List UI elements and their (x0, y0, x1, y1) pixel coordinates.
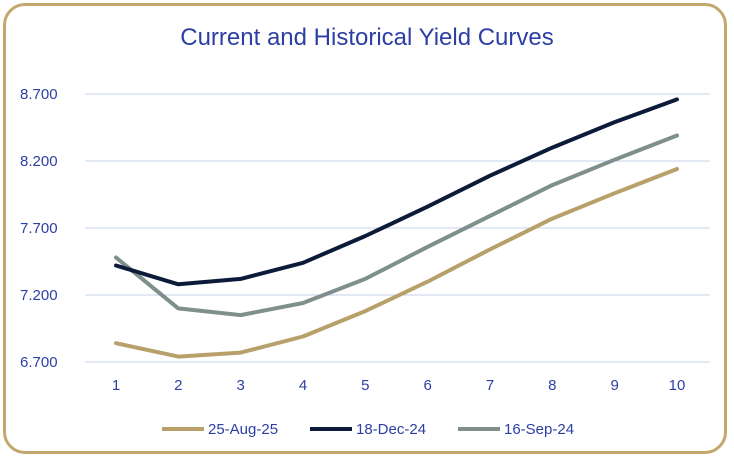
y-tick-label: 8.200 (20, 153, 58, 170)
x-tick-label: 9 (610, 377, 618, 394)
series-line-25-Aug-25 (114, 167, 679, 359)
x-tick-label: 1 (112, 377, 120, 394)
legend-label: 25-Aug-25 (208, 421, 278, 438)
y-axis-ticks: 6.700 7.200 7.700 8.200 8.700 (20, 86, 58, 371)
legend: 25-Aug-25 18-Dec-24 16-Sep-24 (162, 421, 574, 438)
x-tick-label: 2 (174, 377, 182, 394)
legend-label: 16-Sep-24 (504, 421, 574, 438)
y-tick-label: 6.700 (20, 354, 58, 371)
x-axis-ticks: 1 2 3 4 5 6 7 8 9 10 (112, 377, 686, 394)
chart-title: Current and Historical Yield Curves (180, 24, 554, 51)
y-tick-label: 7.700 (20, 220, 58, 237)
y-tick-label: 8.700 (20, 86, 58, 103)
x-tick-label: 10 (669, 377, 686, 394)
x-tick-label: 3 (236, 377, 244, 394)
x-tick-label: 8 (548, 377, 556, 394)
series-line-16-Sep-24 (114, 133, 679, 318)
y-tick-label: 7.200 (20, 287, 58, 304)
x-tick-label: 6 (423, 377, 431, 394)
x-tick-label: 5 (361, 377, 369, 394)
x-tick-label: 7 (486, 377, 494, 394)
legend-label: 18-Dec-24 (356, 421, 426, 438)
x-tick-label: 4 (299, 377, 307, 394)
series-line-18-Dec-24 (114, 97, 679, 287)
series-lines (114, 97, 679, 359)
grid-lines (85, 93, 710, 363)
